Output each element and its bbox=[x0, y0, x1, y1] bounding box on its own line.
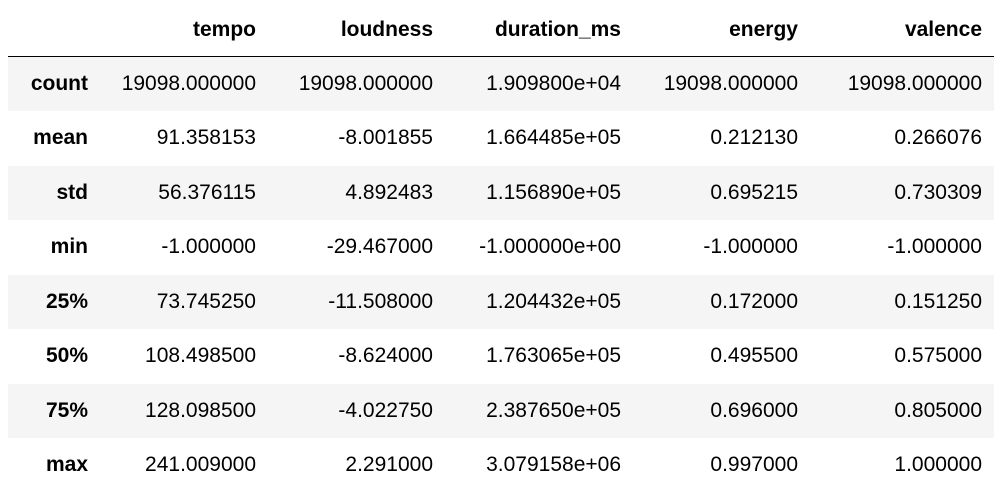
cell-tempo: 108.498500 bbox=[145, 344, 256, 368]
row-label: 75% bbox=[45, 398, 88, 422]
cell-tempo: 128.098500 bbox=[145, 398, 256, 422]
cell-tempo: 19098.000000 bbox=[121, 72, 256, 95]
cell-loudness: 4.892483 bbox=[345, 180, 433, 204]
table-body: count 19098.000000 19098.000000 1.909800e+0… bbox=[8, 56, 994, 493]
cell-valence: 0.575000 bbox=[894, 344, 982, 368]
table-row: std 56.376115 4.892483 1.156890e+05 0.695215… bbox=[8, 165, 994, 220]
table-row: count 19098.000000 19098.000000 1.909800e+0… bbox=[8, 56, 994, 111]
cell-duration-ms: -1.000000e+00 bbox=[479, 235, 621, 259]
cell-loudness: 2.291000 bbox=[345, 453, 433, 477]
cell-energy: 0.172000 bbox=[710, 289, 798, 313]
cell-duration-ms: 1.909800e+04 bbox=[486, 72, 621, 95]
table-row: max 241.009000 2.291000 3.079158e+06 0.99700… bbox=[8, 438, 994, 493]
cell-energy: 0.212130 bbox=[710, 126, 798, 150]
cell-valence: -1.000000 bbox=[887, 235, 982, 259]
statistics-table: tempo loudness duration_ms energy valenc… bbox=[8, 4, 994, 493]
cell-valence: 0.151250 bbox=[894, 289, 982, 313]
table-header: tempo loudness duration_ms energy valenc… bbox=[8, 4, 994, 57]
cell-duration-ms: 1.156890e+05 bbox=[486, 180, 621, 204]
row-label: std bbox=[56, 180, 89, 204]
cell-tempo: 241.009000 bbox=[145, 453, 256, 477]
index-header bbox=[8, 4, 100, 57]
cell-tempo: 56.376115 bbox=[158, 180, 256, 204]
row-label: min bbox=[50, 235, 88, 259]
cell-energy: 0.696000 bbox=[710, 398, 798, 422]
cell-loudness: -8.624000 bbox=[338, 344, 433, 368]
row-label: 25% bbox=[45, 289, 88, 313]
row-label: mean bbox=[33, 126, 88, 150]
column-header-loudness: loudness bbox=[268, 4, 445, 57]
table-row: 50% 108.498500 -8.624000 1.763065e+05 0.4955… bbox=[8, 329, 994, 384]
cell-loudness: -4.022750 bbox=[338, 398, 433, 422]
row-label: max bbox=[45, 453, 88, 477]
column-header-duration-ms: duration_ms bbox=[445, 4, 633, 57]
cell-valence: 0.805000 bbox=[894, 398, 982, 422]
cell-loudness: -8.001855 bbox=[338, 126, 433, 150]
cell-loudness: -29.467000 bbox=[326, 235, 433, 259]
header-row: tempo loudness duration_ms energy valenc… bbox=[8, 4, 994, 57]
cell-energy: -1.000000 bbox=[703, 235, 798, 259]
cell-duration-ms: 3.079158e+06 bbox=[486, 453, 621, 477]
cell-duration-ms: 1.664485e+05 bbox=[486, 126, 621, 150]
cell-duration-ms: 2.387650e+05 bbox=[486, 398, 621, 422]
cell-valence: 19098.000000 bbox=[847, 72, 982, 95]
cell-energy: 0.997000 bbox=[710, 453, 798, 477]
cell-tempo: 91.358153 bbox=[156, 126, 256, 150]
column-header-energy: energy bbox=[633, 4, 810, 57]
table-row: 25% 73.745250 -11.508000 1.204432e+05 0.1720… bbox=[8, 274, 994, 329]
row-label: count bbox=[30, 72, 88, 95]
cell-energy: 19098.000000 bbox=[663, 72, 798, 95]
cell-loudness: 19098.000000 bbox=[298, 72, 433, 95]
cell-valence: 0.266076 bbox=[894, 126, 982, 150]
cell-loudness: -11.508000 bbox=[328, 289, 433, 313]
cell-valence: 1.000000 bbox=[894, 453, 982, 477]
table-row: mean 91.358153 -8.001855 1.664485e+05 0.2121… bbox=[8, 111, 994, 166]
row-label: 50% bbox=[45, 344, 88, 368]
cell-tempo: 73.745250 bbox=[156, 289, 256, 313]
describe-output: tempo loudness duration_ms energy valenc… bbox=[8, 4, 994, 493]
cell-valence: 0.730309 bbox=[894, 180, 982, 204]
cell-energy: 0.495500 bbox=[710, 344, 798, 368]
cell-duration-ms: 1.204432e+05 bbox=[486, 289, 621, 313]
cell-energy: 0.695215 bbox=[710, 180, 798, 204]
column-header-valence: valence bbox=[810, 4, 994, 57]
column-header-tempo: tempo bbox=[100, 4, 268, 57]
table-row: 75% 128.098500 -4.022750 2.387650e+05 0.6960… bbox=[8, 383, 994, 438]
cell-tempo: -1.000000 bbox=[161, 235, 256, 259]
table-row: min -1.000000 -29.467000 -1.000000e+00 -1.00… bbox=[8, 220, 994, 275]
cell-duration-ms: 1.763065e+05 bbox=[486, 344, 621, 368]
